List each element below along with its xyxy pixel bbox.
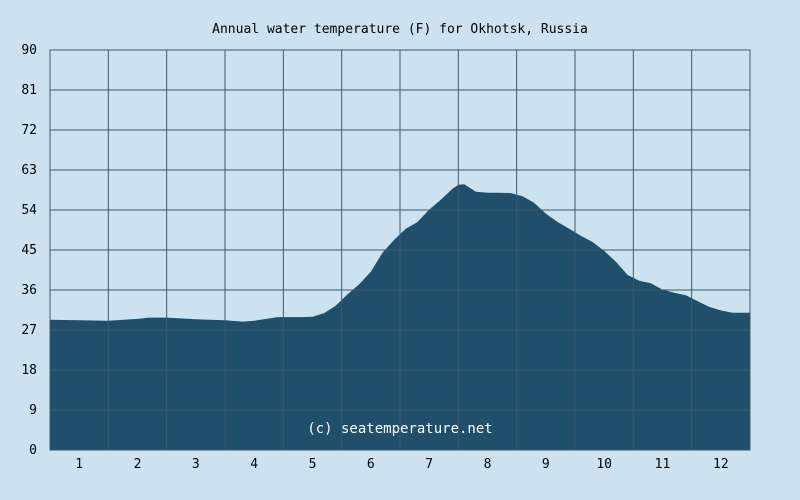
y-tick-label: 72 — [21, 123, 37, 138]
x-tick-label: 9 — [542, 457, 550, 472]
x-tick-label: 7 — [425, 457, 433, 472]
y-tick-label: 0 — [29, 443, 37, 458]
y-tick-label: 9 — [29, 403, 37, 418]
x-tick-label: 11 — [655, 457, 671, 472]
y-tick-label: 54 — [21, 203, 37, 218]
x-tick-label: 3 — [192, 457, 200, 472]
x-tick-label: 12 — [713, 457, 729, 472]
y-tick-label: 63 — [21, 163, 37, 178]
x-tick-label: 5 — [309, 457, 317, 472]
y-tick-label: 18 — [21, 363, 37, 378]
y-tick-label: 90 — [21, 43, 37, 58]
x-tick-label: 2 — [134, 457, 142, 472]
chart-title: Annual water temperature (F) for Okhotsk… — [212, 22, 588, 37]
y-tick-label: 36 — [21, 283, 37, 298]
y-tick-label: 45 — [21, 243, 37, 258]
x-tick-label: 1 — [75, 457, 83, 472]
plot-border — [49, 49, 751, 451]
x-tick-label: 6 — [367, 457, 375, 472]
x-tick-label: 4 — [250, 457, 258, 472]
y-tick-label: 27 — [21, 323, 37, 338]
x-tick-label: 10 — [596, 457, 612, 472]
x-tick-label: 8 — [484, 457, 492, 472]
watermark: (c) seatemperature.net — [307, 421, 492, 437]
y-tick-label: 81 — [21, 83, 37, 98]
